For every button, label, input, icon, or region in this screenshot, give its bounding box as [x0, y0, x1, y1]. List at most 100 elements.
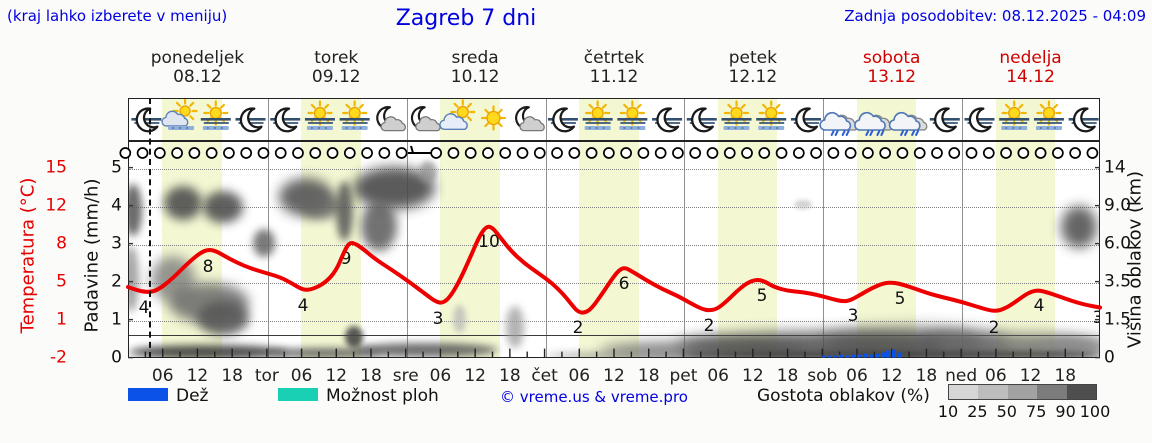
rain-cloud-icon [819, 111, 858, 136]
x-tick-label: ned [945, 366, 978, 386]
copyright-link[interactable]: © vreme.us & vreme.pro [500, 388, 688, 406]
x-tick-label: 06 [151, 366, 174, 386]
sun-cloud-icon [439, 99, 476, 131]
cloud-height-tick: 1.5 [1104, 309, 1132, 330]
day-separator [684, 142, 686, 357]
temperature-value-label: 5 [756, 286, 768, 306]
temperature-value-label: 4 [138, 298, 150, 318]
rain-legend-swatch [128, 388, 168, 401]
cloud-height-axis-label: Višina oblakov (km) [1124, 170, 1146, 349]
x-tick-label: 06 [846, 366, 868, 386]
moon-fog-icon [790, 107, 821, 133]
location-hint: (kraj lahko izberete v meniju) [7, 7, 228, 25]
temperature-value-label: 2 [703, 316, 715, 336]
moon-fog-icon [686, 107, 717, 133]
day-date: 11.12 [589, 67, 639, 87]
sun-fog-icon [756, 100, 787, 130]
x-tick-label: 12 [1019, 366, 1042, 386]
precipitation-tick: 2 [111, 271, 122, 292]
temperature-value-label: 5 [894, 289, 906, 309]
moon-cloud-icon [410, 106, 441, 132]
cloud-density-scale-value: 50 [996, 402, 1017, 421]
gridline [129, 320, 1099, 322]
temperature-value-label: 3 [847, 306, 859, 326]
day-separator [962, 99, 964, 140]
day-header-četrtek: četrtek 11.12 [545, 49, 684, 87]
day-name: nedelja [999, 48, 1062, 68]
weather-icon-strip [128, 98, 1100, 141]
cloud-density-blob [164, 186, 202, 220]
temperature-value-label: 3 [432, 309, 444, 329]
cloud-density-blob [681, 350, 1099, 357]
weather-icons [131, 99, 1099, 136]
cloud-height-tick: 6.0 [1104, 233, 1132, 254]
x-tick-label: 06 [290, 366, 313, 386]
temperature-value-label: 4 [297, 296, 309, 316]
cloud-density-scale-cell [978, 385, 1008, 399]
sun-fog-icon [1033, 100, 1064, 130]
precipitation-tick: 3 [111, 233, 122, 254]
moon-fog-icon [131, 107, 162, 133]
day-date: 09.12 [311, 67, 361, 87]
x-tick-label: 12 [880, 366, 903, 386]
x-tick-label: tor [254, 366, 279, 386]
cloud-height-tick: 3.5 [1104, 271, 1132, 292]
daytime-band [578, 142, 639, 357]
temperature-tick: 1 [56, 309, 67, 330]
x-tick-label: 18 [360, 366, 382, 386]
x-tick-label: 18 [915, 366, 938, 386]
sun-fog-icon [304, 100, 335, 130]
showers-legend-label: Možnost ploh [326, 386, 439, 406]
cloud-density-scale-cell [949, 385, 979, 399]
day-header-torek: torek 09.12 [267, 49, 406, 87]
daytime-band [995, 142, 1056, 357]
x-tick-label: 18 [637, 366, 660, 386]
day-date: 12.12 [728, 67, 778, 87]
cloud-density-blob [353, 343, 498, 357]
moon-fog-icon [235, 107, 266, 133]
daytime-band [717, 142, 778, 357]
x-tick-label: 06 [568, 366, 591, 386]
rain-legend-label: Dež [176, 386, 209, 406]
moon-fog-icon [547, 107, 578, 133]
moon-fog-icon [270, 107, 301, 133]
cloud-density-scale-value: 90 [1055, 402, 1076, 421]
gridline [129, 206, 1099, 208]
x-tick-label: pet [669, 366, 698, 386]
day-separator [267, 99, 269, 140]
x-tick-label: 12 [603, 366, 625, 386]
cloud-density-scale-value: 100 [1079, 402, 1111, 421]
sun-icon [480, 105, 507, 131]
temperature-tick: 12 [45, 195, 67, 216]
sun-fog-icon [721, 100, 752, 130]
sun-cloud-fog-icon [161, 99, 198, 130]
showers-legend-swatch [278, 388, 318, 401]
temperature-value-label: 2 [988, 318, 1000, 338]
x-tick-label: 18 [1054, 366, 1077, 386]
x-tick-label: 06 [429, 366, 452, 386]
day-name: petek [728, 48, 777, 68]
daytime-band [856, 142, 917, 357]
moon-fog-icon [964, 107, 995, 133]
rain-cloud-icon [854, 111, 893, 136]
cloud-density-scale-value: 10 [937, 402, 959, 421]
precipitation-tick: 4 [111, 195, 122, 216]
temperature-tick: -2 [50, 347, 67, 368]
meteogram-plot: 4 8 4 9 3 10 2 6 2 5 3 5 2 4 3 [128, 141, 1100, 358]
day-date: 10.12 [450, 67, 500, 87]
day-separator [684, 99, 686, 140]
cloud-density-blob [203, 191, 243, 223]
temperature-value-label: 8 [202, 257, 214, 277]
x-tick-label: 12 [325, 366, 348, 386]
cloud-density-blob [361, 201, 397, 251]
cloud-density-blob [506, 306, 524, 348]
day-separator [545, 142, 547, 357]
cloud-density-scale-value: 75 [1026, 402, 1047, 421]
day-date: 14.12 [1006, 67, 1055, 87]
day-name: četrtek [583, 48, 645, 68]
day-header-sobota: sobota 13.12 [822, 49, 961, 87]
temperature-value-label: 9 [340, 249, 352, 269]
cloud-density-blob [129, 345, 289, 357]
day-separator [962, 142, 964, 357]
